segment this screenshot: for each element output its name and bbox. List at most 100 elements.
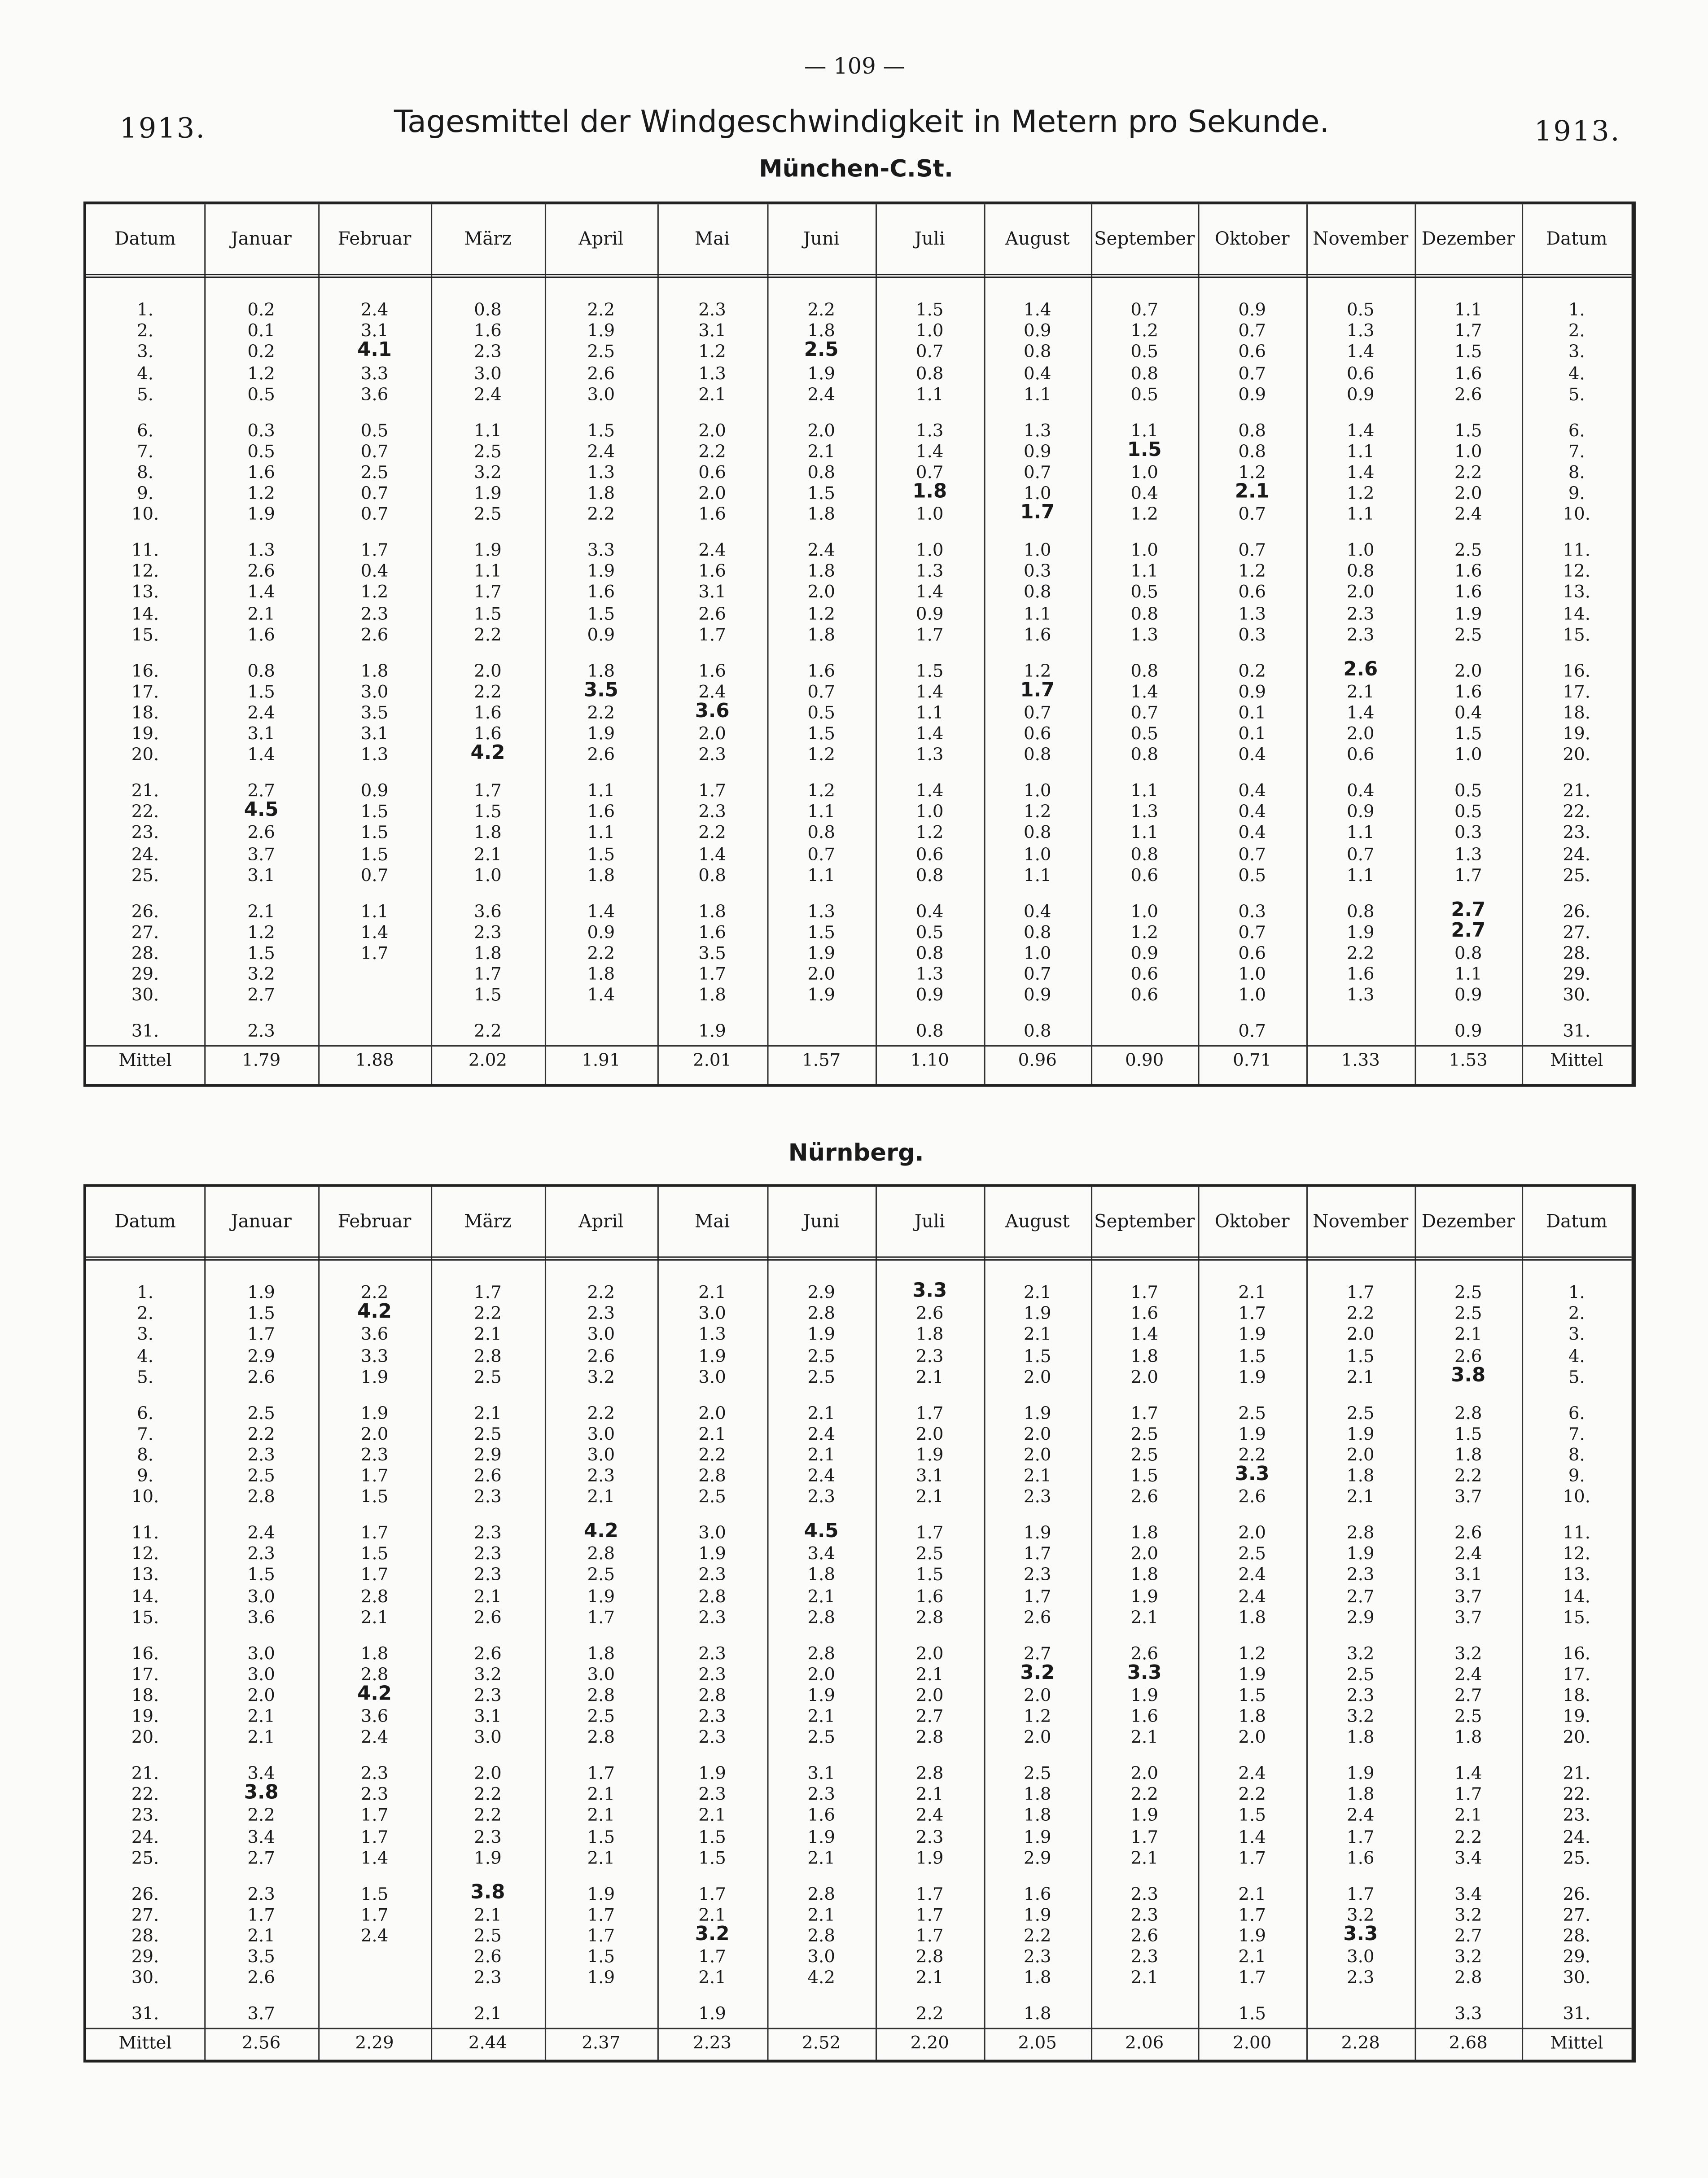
value-cell: 0.1 [247,320,275,341]
value-cell: 2.7 [1454,1684,1482,1705]
value-cell: 1.9 [1238,1323,1266,1345]
day-label: 16. [131,659,159,680]
day-label: 8. [1568,461,1585,482]
value-cell: 3.7 [1454,1585,1482,1606]
value-cell: 3.2 [1454,1642,1482,1663]
value-cell: 1.4 [915,780,944,801]
mean-cell: 2.01 [692,1049,732,1071]
value-cell: 2.5 [1130,1444,1158,1465]
value-cell: 0.7 [1238,362,1266,383]
value-cell: 2.1 [587,1783,615,1805]
value-cell: 2.1 [807,440,835,461]
value-cell: 1.9 [1454,602,1482,624]
value-cell: 1.7 [474,1281,502,1302]
value-cell: 1.9 [1023,1402,1051,1423]
value-cell: 0.9 [1454,984,1482,1005]
value-cell: 1.0 [915,503,944,525]
day-label: 1. [1568,1281,1585,1302]
value-cell: 2.6 [698,602,726,624]
value-cell: 3.0 [360,680,389,701]
header-month: Juni [803,228,840,250]
value-cell: 2.5 [915,1543,944,1564]
value-cell: 1.9 [698,1020,726,1041]
day-label: 2. [137,1302,154,1323]
day-label: 11. [131,539,159,561]
value-cell: 1.9 [247,503,275,525]
value-cell: 2.2 [698,822,726,843]
value-cell: 3.2 [247,963,275,984]
value-cell: 2.3 [474,921,502,942]
value-cell: 0.7 [807,843,835,864]
value-cell: 2.3 [1023,1946,1051,1967]
value-cell: 1.8 [1454,1444,1482,1465]
value-cell: 2.4 [1238,1762,1266,1784]
header-month: September [1094,1211,1195,1232]
value-cell: 1.0 [1346,539,1375,561]
column-divider [1306,204,1308,1084]
value-cell: 2.0 [698,419,726,440]
value-cell: 0.8 [807,822,835,843]
value-cell: 1.1 [474,560,502,582]
value-cell: 2.0 [915,1684,944,1705]
value-cell: 1.7 [587,1606,615,1627]
value-cell: 2.8 [247,1486,275,1507]
value-cell: 1.2 [247,921,275,942]
value-cell: 1.6 [587,801,615,822]
value-cell: 1.8 [587,864,615,885]
value-cell: 0.7 [360,440,389,461]
value-cell: 3.1 [474,1705,502,1727]
day-label: 4. [1568,1345,1585,1366]
day-label: 30. [131,984,159,1005]
value-cell: 2.0 [360,1423,389,1444]
day-label: 3. [137,1323,154,1345]
value-cell: 2.4 [1454,503,1482,525]
value-cell: 0.8 [1346,560,1375,582]
value-cell: 3.4 [247,1762,275,1784]
value-cell: 2.0 [1023,1684,1051,1705]
value-cell: 1.8 [807,503,835,525]
value-cell: 3.3 [1127,1661,1162,1684]
value-cell: 1.9 [698,1345,726,1366]
value-cell: 2.3 [360,1444,389,1465]
value-cell: 0.7 [1023,963,1051,984]
value-cell: 0.5 [1346,298,1375,320]
value-cell: 2.2 [474,1302,502,1323]
value-cell: 0.6 [1238,581,1266,603]
day-label: 20. [131,1727,159,1748]
value-cell: 1.6 [807,1804,835,1826]
value-cell: 2.1 [587,1847,615,1868]
column-divider [875,204,877,1084]
value-cell: 2.3 [360,1762,389,1784]
day-label: 27. [1563,1903,1591,1925]
value-cell: 2.1 [698,383,726,404]
value-cell: 2.5 [474,1366,502,1387]
value-cell: 0.9 [1023,440,1051,461]
value-cell: 3.7 [247,843,275,864]
value-cell: 2.8 [807,1606,835,1627]
value-cell: 1.2 [247,362,275,383]
value-cell: 1.2 [360,581,389,603]
value-cell: 0.7 [360,482,389,504]
value-cell: 1.9 [1238,1924,1266,1946]
value-cell: 1.7 [698,1946,726,1967]
value-cell: 2.5 [474,1924,502,1946]
day-label: 29. [131,1946,159,1967]
value-cell: 2.0 [1346,723,1375,744]
day-label: 7. [137,440,154,461]
value-cell: 2.5 [1238,1402,1266,1423]
value-cell: 2.6 [1454,1521,1482,1543]
value-cell: 3.5 [583,679,618,701]
station-title-muenchen: München-C.St. [759,155,954,184]
day-label: 7. [137,1423,154,1444]
value-cell: 0.7 [915,461,944,482]
value-cell: 3.0 [587,1663,615,1684]
value-cell: 1.5 [1238,1684,1266,1705]
value-cell: 1.7 [1238,1302,1266,1323]
mean-cell: 2.29 [355,2032,394,2053]
value-cell: 1.1 [1130,780,1158,801]
day-label: 8. [1568,1444,1585,1465]
value-cell: 1.3 [247,539,275,561]
header-month: August [1005,228,1070,250]
value-cell: 0.9 [1023,320,1051,341]
value-cell: 1.8 [360,659,389,680]
